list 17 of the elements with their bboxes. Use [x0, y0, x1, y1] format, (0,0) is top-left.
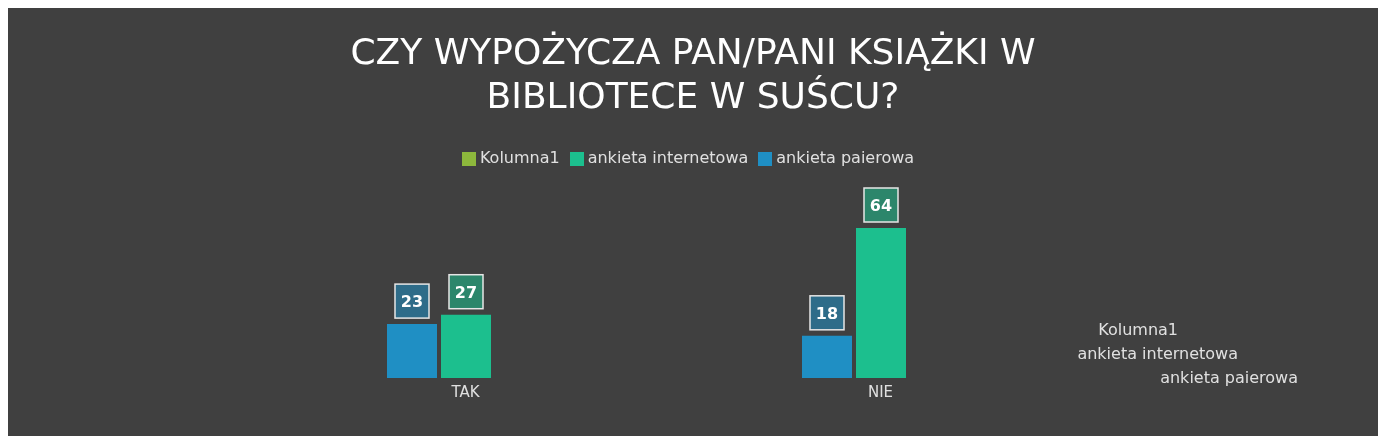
data-label: 64 — [869, 196, 893, 215]
x-tick-label: NIE — [867, 382, 894, 401]
data-label: 27 — [454, 282, 478, 302]
bar — [802, 335, 852, 378]
legend-label: ankieta paierowa — [776, 148, 915, 167]
legend-label: Kolumna1 — [479, 148, 560, 167]
data-label: 23 — [400, 292, 424, 312]
legend-label: ankieta internetowa — [587, 148, 749, 167]
x-tick-label: TAK — [450, 382, 481, 401]
bar — [856, 228, 906, 378]
bar — [441, 314, 491, 378]
text: Kolumna1 — [1098, 320, 1178, 339]
chart-title: CZY WYPOŻYCZA PAN/PANI KSIĄŻKI W BIBLIOTECE W SUŚCU? — [349, 30, 1037, 118]
data-label: 18 — [815, 303, 839, 323]
bar — [387, 324, 437, 378]
text: ankieta internetowa — [1077, 344, 1238, 363]
text: ankieta paierowa — [1160, 368, 1298, 387]
